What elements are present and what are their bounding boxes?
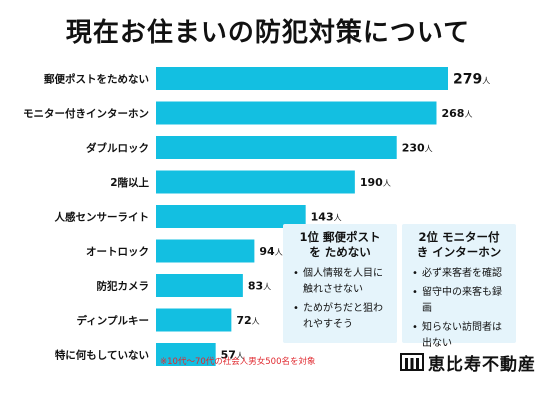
company-logo: 恵比寿不動産 [400,351,536,375]
category-label: 2階以上 [110,176,149,189]
value-label: 143人 [311,211,342,224]
survey-footnote: ※10代〜70代の社会人男女500名を対象 [160,357,316,367]
rank-1-reason-2: ためがちだと狙われやすそう [291,301,389,333]
value-label: 268人 [441,107,472,120]
company-name: 恵比寿不動産 [428,354,536,375]
rank-2-reason-1: 必ず来客者を確認 [410,266,508,282]
bar [156,67,448,90]
category-label: ダブルロック [86,142,149,155]
bar [156,274,243,297]
rank-1-reason-1: 個人情報を人目に触れさせない [291,266,389,298]
bar [156,239,255,263]
bar [156,308,232,332]
category-label: 人感センサーライト [55,211,150,224]
category-label: モニター付きインターホン [23,107,149,120]
bar [156,205,306,228]
category-label: オートロック [86,246,149,258]
chart-title: 現在お住まいの防犯対策について [65,18,471,48]
value-label: 279人 [453,72,490,88]
category-label: 特に何もしていない [55,349,149,362]
category-label: ディンプルキー [77,314,149,327]
building-logo-icon [400,353,424,371]
rank-2-reason-2: 留守中の来客も録画 [410,285,508,317]
bar [156,101,437,125]
rank-1-card-title: 1位 郵便ポストを ためない [299,230,381,259]
rank-2-card: 2位 モニター付き インターホン 必ず来客者を確認 留守中の来客も録画 知らない… [402,224,516,349]
rank-1-card: 1位 郵便ポストを ためない 個人情報を人目に触れさせない ためがちだと狙われや… [283,224,397,343]
value-label: 57人 [221,349,244,362]
bar [156,136,397,159]
value-label: 190人 [360,176,391,189]
value-label: 94人 [259,245,282,258]
rank-2-reason-3: 知らない訪問者は出ない [410,320,508,352]
value-label: 230人 [402,142,433,155]
rank-2-card-title: 2位 モニター付き インターホン [416,230,502,259]
bar [156,343,216,366]
bar [156,170,355,194]
category-label: 郵便ポストをためない [44,73,149,86]
value-label: 83人 [248,280,271,293]
category-label: 防犯カメラ [97,280,150,293]
value-label: 72人 [236,314,259,327]
